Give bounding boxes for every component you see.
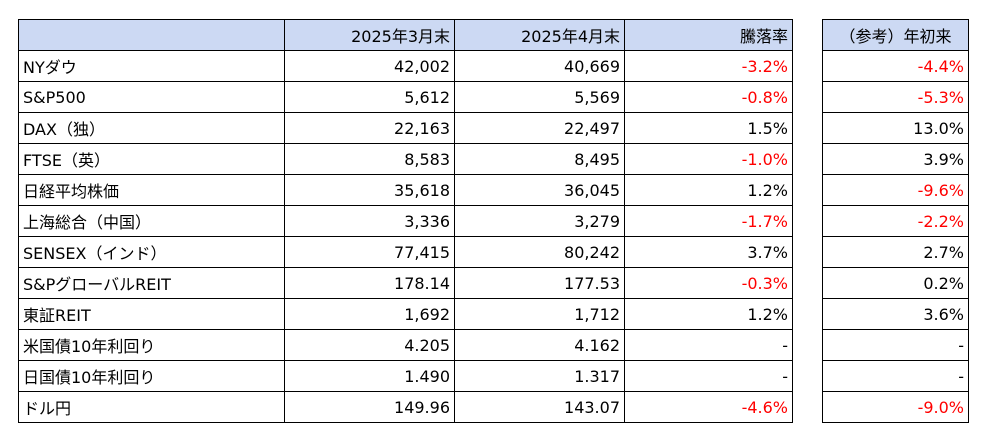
ytd-value: -9.6%	[822, 174, 969, 206]
ytd-row: 0.2%	[822, 267, 969, 299]
change-value: -4.6%	[624, 391, 793, 423]
ytd-value: -9.0%	[822, 391, 969, 423]
april-value: 40,669	[454, 50, 625, 82]
march-value: 8,583	[284, 143, 455, 175]
april-value: 3,279	[454, 205, 625, 237]
row-name: DAX（独）	[18, 112, 285, 144]
table-row: SENSEX（インド） 77,415 80,242 3.7%	[18, 236, 793, 268]
ytd-value: -2.2%	[822, 205, 969, 237]
change-value: 1.2%	[624, 298, 793, 330]
ytd-row: 13.0%	[822, 112, 969, 144]
march-value: 4.205	[284, 329, 455, 361]
change-value: -	[624, 360, 793, 392]
table-row: 日経平均株価 35,618 36,045 1.2%	[18, 174, 793, 206]
row-name: 上海総合（中国）	[18, 205, 285, 237]
march-value: 178.14	[284, 267, 455, 299]
april-value: 1,712	[454, 298, 625, 330]
march-value: 3,336	[284, 205, 455, 237]
row-name: 東証REIT	[18, 298, 285, 330]
april-value: 177.53	[454, 267, 625, 299]
header-blank	[18, 19, 285, 51]
april-value: 80,242	[454, 236, 625, 268]
header-ytd: （参考）年初来	[822, 19, 969, 51]
ytd-row: 2.7%	[822, 236, 969, 268]
march-value: 22,163	[284, 112, 455, 144]
march-value: 1,692	[284, 298, 455, 330]
row-name: FTSE（英）	[18, 143, 285, 175]
row-name: 米国債10年利回り	[18, 329, 285, 361]
table-row: NYダウ 42,002 40,669 -3.2%	[18, 50, 793, 82]
change-value: -1.0%	[624, 143, 793, 175]
ytd-value: 0.2%	[822, 267, 969, 299]
ytd-value: -4.4%	[822, 50, 969, 82]
table-row: 東証REIT 1,692 1,712 1.2%	[18, 298, 793, 330]
march-value: 35,618	[284, 174, 455, 206]
row-name: SENSEX（インド）	[18, 236, 285, 268]
change-value: 1.5%	[624, 112, 793, 144]
header-april: 2025年4月末	[454, 19, 625, 51]
ytd-row: 3.9%	[822, 143, 969, 175]
header-change: 騰落率	[624, 19, 793, 51]
april-value: 5,569	[454, 81, 625, 113]
april-value: 22,497	[454, 112, 625, 144]
ytd-value: 13.0%	[822, 112, 969, 144]
header-row: 2025年3月末 2025年4月末 騰落率	[18, 19, 793, 51]
ytd-row: -	[822, 360, 969, 392]
table-row: 上海総合（中国） 3,336 3,279 -1.7%	[18, 205, 793, 237]
march-value: 42,002	[284, 50, 455, 82]
ytd-value: 2.7%	[822, 236, 969, 268]
april-value: 36,045	[454, 174, 625, 206]
change-value: 1.2%	[624, 174, 793, 206]
april-value: 1.317	[454, 360, 625, 392]
row-name: NYダウ	[18, 50, 285, 82]
ytd-value: 3.9%	[822, 143, 969, 175]
table-row: 日国債10年利回り 1.490 1.317-	[18, 360, 793, 392]
ytd-row: 3.6%	[822, 298, 969, 330]
april-value: 143.07	[454, 391, 625, 423]
ytd-table: （参考）年初来 -4.4% -5.3% 13.0% 3.9% -9.6% -2.2% 2.7…	[822, 19, 969, 423]
market-table: 2025年3月末 2025年4月末 騰落率 NYダウ 42,002 40,669 -3…	[18, 19, 793, 423]
ytd-value: 3.6%	[822, 298, 969, 330]
march-value: 1.490	[284, 360, 455, 392]
change-value: -0.8%	[624, 81, 793, 113]
ytd-header-row: （参考）年初来	[822, 19, 969, 51]
table-row: 米国債10年利回り 4.205 4.162-	[18, 329, 793, 361]
header-march: 2025年3月末	[284, 19, 455, 51]
row-name: ドル円	[18, 391, 285, 423]
row-name: 日経平均株価	[18, 174, 285, 206]
row-name: S&PグローバルREIT	[18, 267, 285, 299]
table-row: DAX（独） 22,163 22,497 1.5%	[18, 112, 793, 144]
ytd-value: -	[822, 329, 969, 361]
table-row: FTSE（英） 8,583 8,495 -1.0%	[18, 143, 793, 175]
april-value: 4.162	[454, 329, 625, 361]
april-value: 8,495	[454, 143, 625, 175]
ytd-row: -4.4%	[822, 50, 969, 82]
table-row: S&P500 5,612 5,569 -0.8%	[18, 81, 793, 113]
table-row: ドル円 149.96 143.07 -4.6%	[18, 391, 793, 423]
table-row: S&PグローバルREIT 178.14 177.53 -0.3%	[18, 267, 793, 299]
change-value: -0.3%	[624, 267, 793, 299]
march-value: 149.96	[284, 391, 455, 423]
ytd-value: -5.3%	[822, 81, 969, 113]
march-value: 77,415	[284, 236, 455, 268]
row-name: S&P500	[18, 81, 285, 113]
change-value: -3.2%	[624, 50, 793, 82]
change-value: 3.7%	[624, 236, 793, 268]
row-name: 日国債10年利回り	[18, 360, 285, 392]
ytd-row: -	[822, 329, 969, 361]
ytd-row: -5.3%	[822, 81, 969, 113]
march-value: 5,612	[284, 81, 455, 113]
ytd-row: -9.0%	[822, 391, 969, 423]
ytd-value: -	[822, 360, 969, 392]
ytd-row: -9.6%	[822, 174, 969, 206]
change-value: -	[624, 329, 793, 361]
change-value: -1.7%	[624, 205, 793, 237]
ytd-row: -2.2%	[822, 205, 969, 237]
